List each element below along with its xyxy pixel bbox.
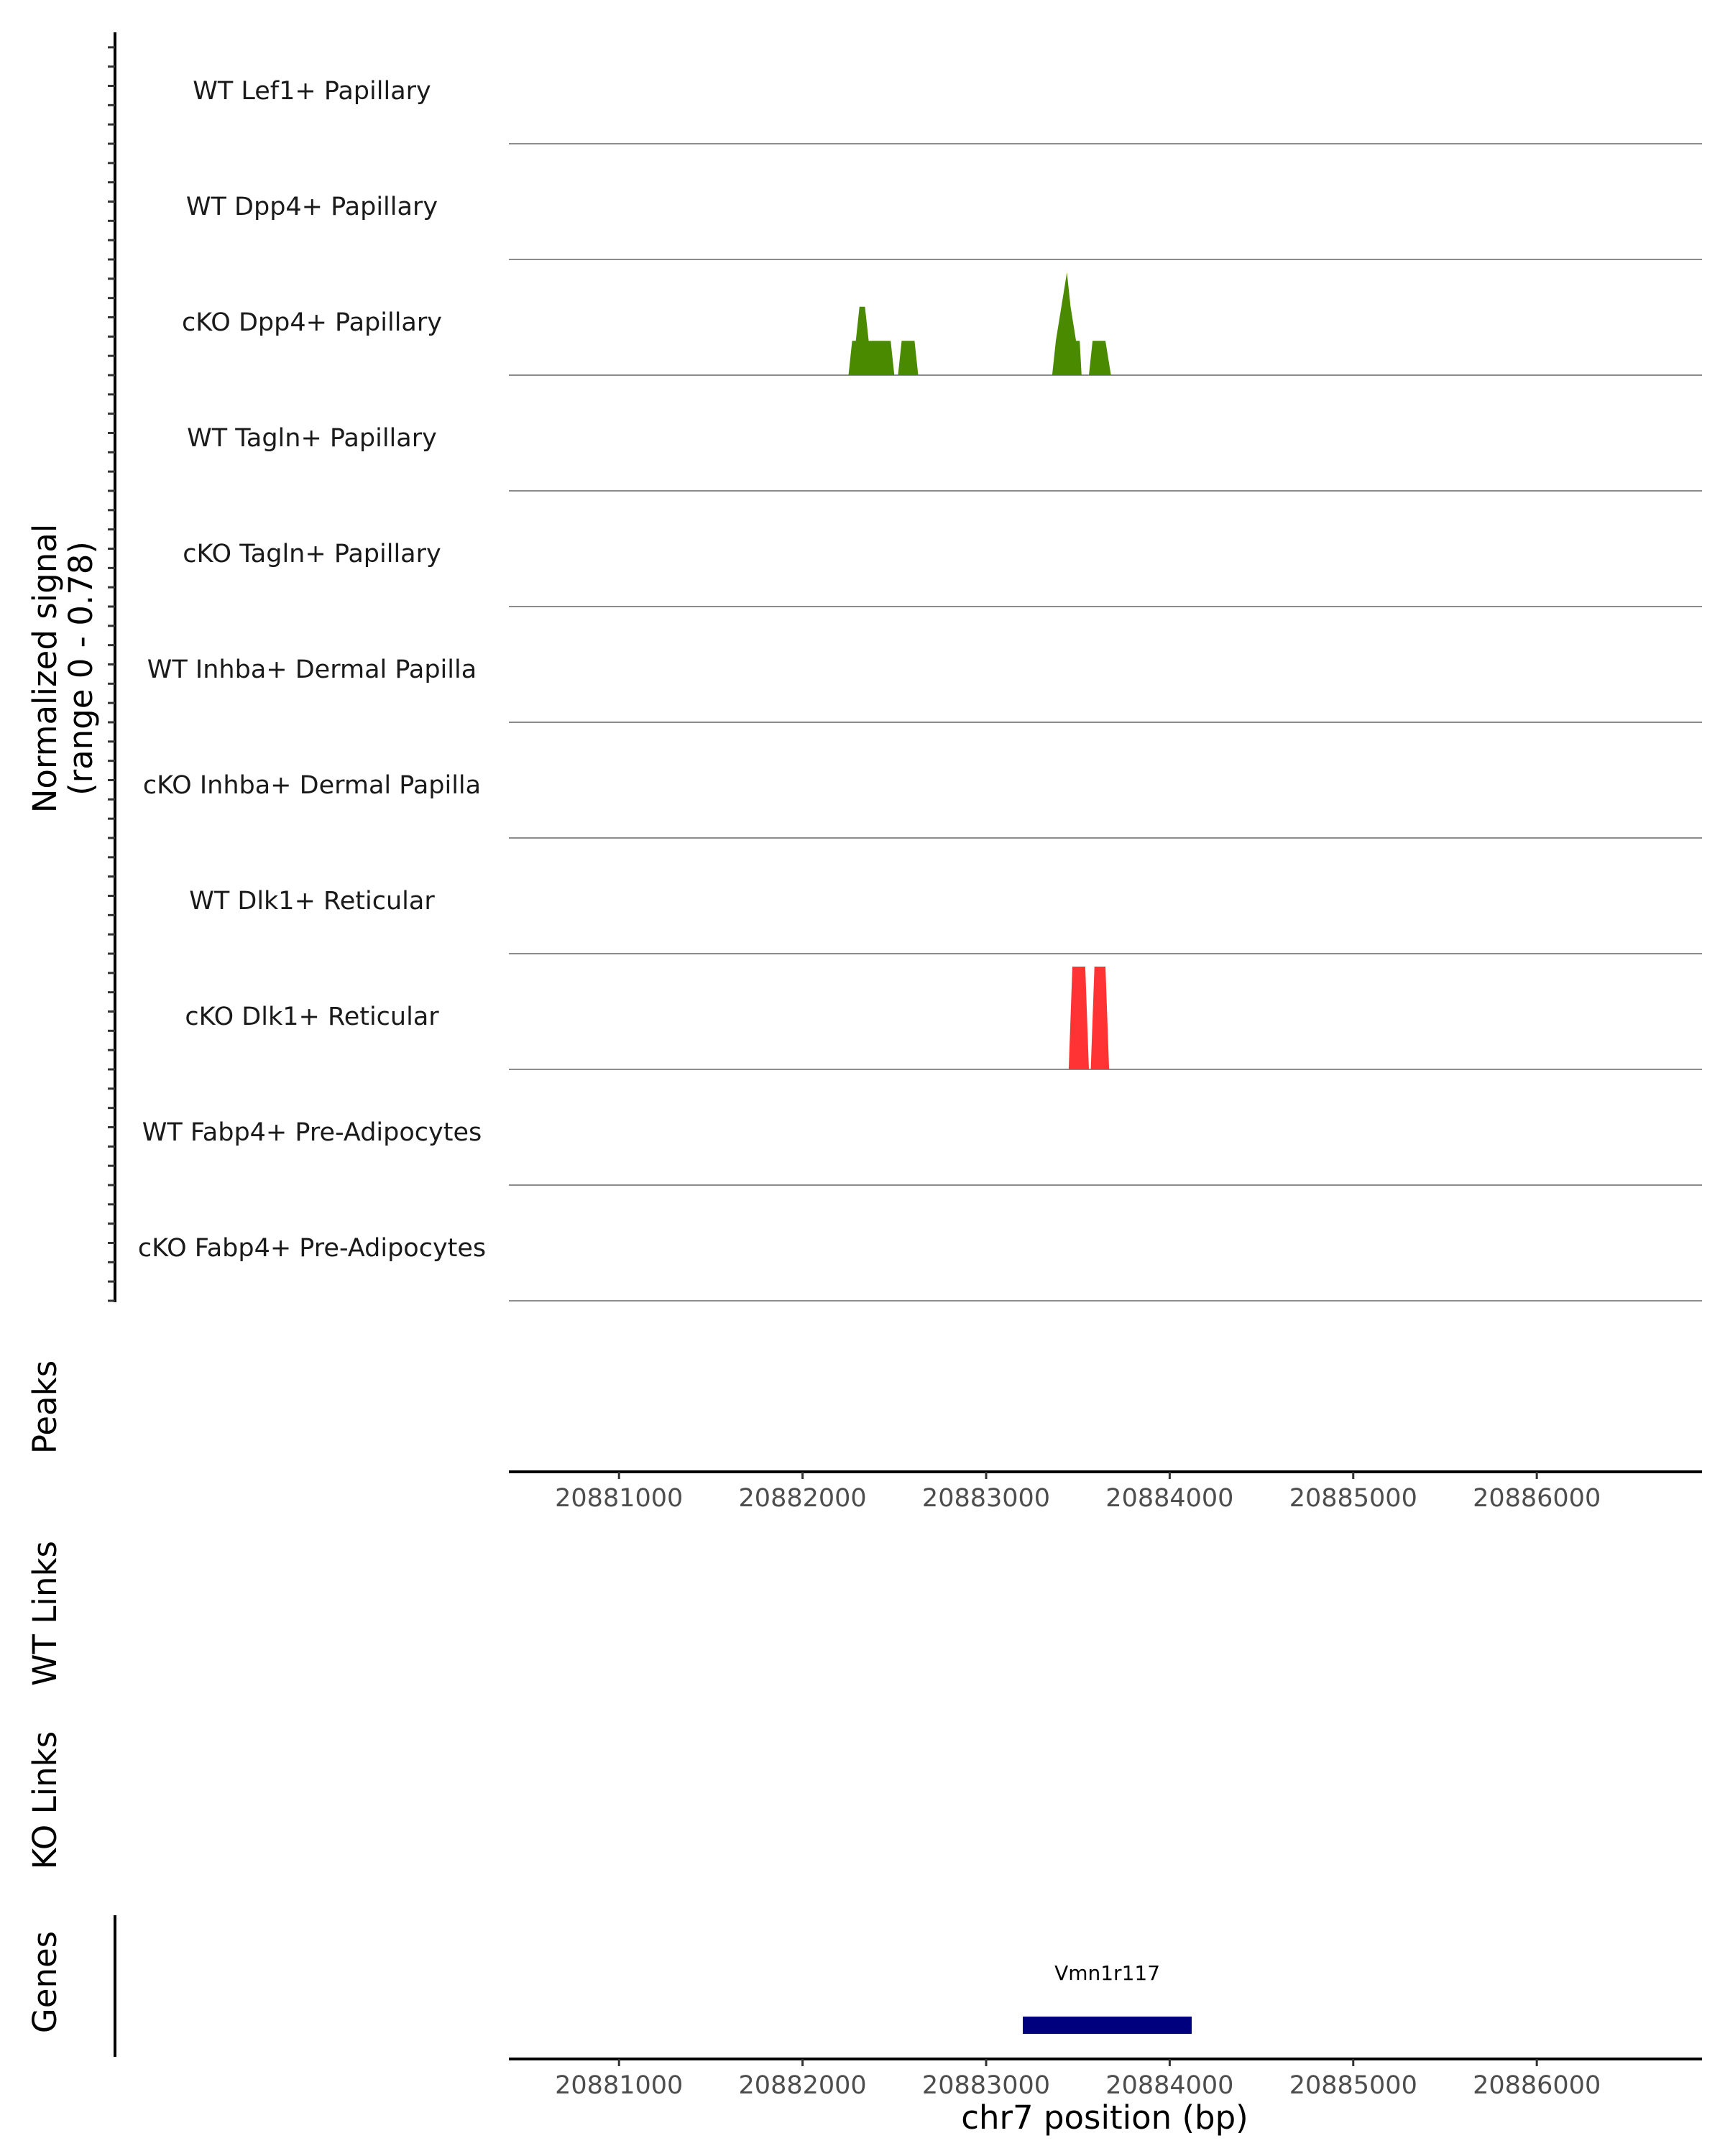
- track-baselines: [509, 143, 1702, 1302]
- coverage-y-ticks: [108, 46, 115, 1302]
- x-tick-label: 20882000: [739, 1484, 867, 1513]
- track-label: cKO Fabp4+ Pre-Adipocytes: [138, 1234, 486, 1263]
- track-label: cKO Tagln+ Papillary: [183, 540, 441, 568]
- wt-links-panel-label: WT Links: [26, 1541, 64, 1686]
- x-tick-label: 20884000: [1105, 1484, 1233, 1513]
- gene-name-label: Vmn1r117: [1054, 1961, 1160, 1985]
- x-tick-label: 20881000: [555, 2071, 683, 2100]
- track-label: cKO Dlk1+ Reticular: [185, 1003, 439, 1031]
- gene-marks: Vmn1r117: [1023, 1961, 1192, 2034]
- signal-area: [1068, 967, 1089, 1069]
- signal-area: [898, 341, 919, 375]
- coverage-ylabel-line1: Normalized signal: [26, 524, 64, 814]
- x-tick-label: 20881000: [555, 1484, 683, 1513]
- track-label: WT Fabp4+ Pre-Adipocytes: [142, 1118, 482, 1147]
- coverage-ylabel-line2: (range 0 - 0.78): [62, 541, 100, 796]
- track-label: WT Dpp4+ Papillary: [186, 193, 438, 221]
- x-axis-title: chr7 position (bp): [961, 2099, 1248, 2137]
- genes-panel-label: Genes: [26, 1931, 64, 2033]
- x-tick-label: 20884000: [1105, 2071, 1233, 2100]
- signal-area: [1052, 272, 1082, 375]
- signal-area: [1089, 341, 1111, 375]
- x-tick-label: 20885000: [1289, 1484, 1417, 1513]
- x-tick-label: 20883000: [922, 2071, 1050, 2100]
- peaks-x-ticks: 20881000 20882000 20883000 20884000 20885000…: [555, 1472, 1601, 1513]
- genes-x-ticks: 20881000 20882000 20883000 20884000 20885000…: [555, 2059, 1601, 2100]
- track-label: cKO Inhba+ Dermal Papilla: [143, 771, 481, 800]
- x-tick-label: 20886000: [1473, 1484, 1601, 1513]
- x-tick-label: 20885000: [1289, 2071, 1417, 2100]
- track-label: WT Tagln+ Papillary: [187, 424, 437, 453]
- track-signal-areas: [848, 272, 1111, 1069]
- x-tick-label: 20883000: [922, 1484, 1050, 1513]
- signal-area: [1090, 967, 1110, 1069]
- track-label: WT Dlk1+ Reticular: [189, 887, 435, 916]
- ko-links-panel-label: KO Links: [26, 1731, 64, 1869]
- track-label: WT Inhba+ Dermal Papilla: [147, 655, 477, 684]
- track-label: cKO Dpp4+ Papillary: [182, 308, 442, 337]
- track-label: WT Lef1+ Papillary: [193, 77, 431, 106]
- x-tick-label: 20882000: [739, 2071, 867, 2100]
- peaks-panel-label: Peaks: [26, 1360, 64, 1454]
- gene-body: [1023, 2017, 1192, 2034]
- x-tick-label: 20886000: [1473, 2071, 1601, 2100]
- track-labels: WT Lef1+ Papillary WT Dpp4+ Papillary cKO …: [138, 77, 486, 1263]
- signal-area: [848, 306, 895, 375]
